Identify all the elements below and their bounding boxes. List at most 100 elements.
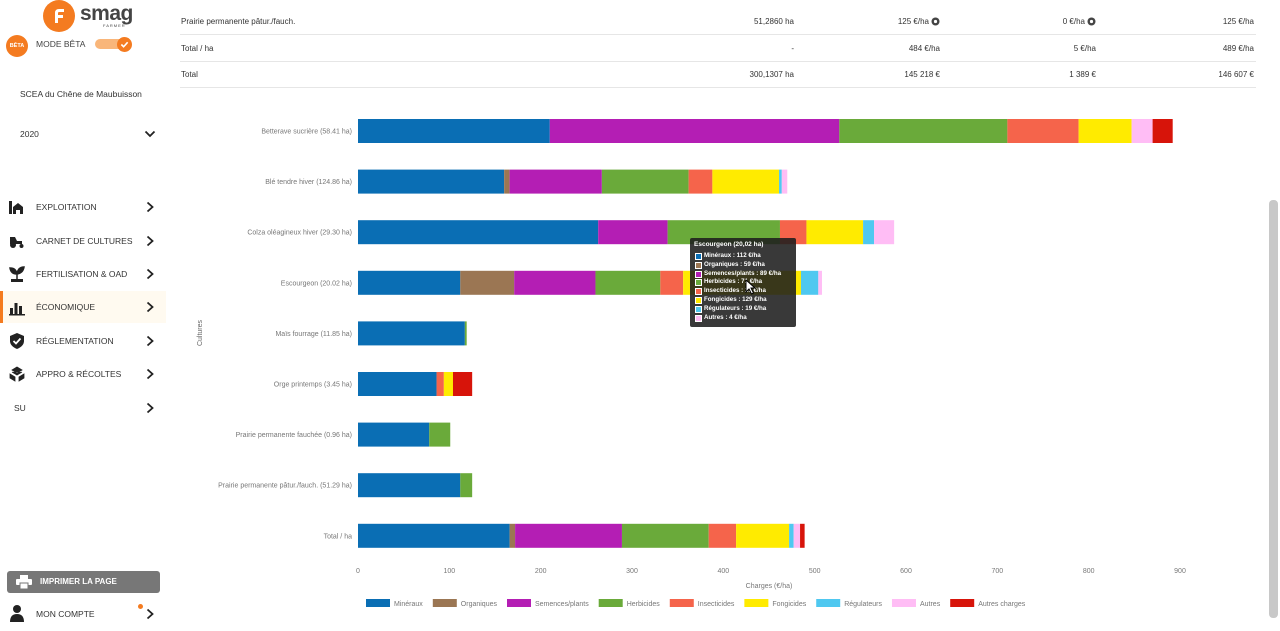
legend-label: Autres charges (978, 601, 1026, 608)
toggle-track (95, 39, 125, 49)
legend-swatch (950, 599, 975, 607)
sidebar-item-label: ÉCONOMIQUE (36, 302, 96, 312)
printer-icon (16, 575, 32, 589)
sidebar-item-exploitation[interactable]: EXPLOITATION (0, 191, 166, 223)
bar-segment (598, 220, 668, 245)
sidebar-item-economique[interactable]: ÉCONOMIQUE (0, 291, 166, 323)
bar-segment (464, 321, 467, 346)
chevron-right-icon (146, 402, 154, 414)
sidebar-item-label: RÉGLEMENTATION (36, 336, 114, 346)
legend-swatch (891, 599, 916, 607)
legend-swatch (507, 599, 531, 607)
smag-logo-icon (43, 0, 75, 32)
row-label: Prairie permanente pâtur./fauch. (181, 17, 296, 26)
bar-segment (806, 220, 864, 245)
tooltip-title: Escourgeon (20,02 ha) (694, 241, 764, 248)
summary-table: Prairie permanente pâtur./fauch. 51,2860… (180, 0, 1256, 90)
bar-segment (358, 270, 461, 295)
bar-segment (789, 523, 794, 548)
bar-segment (621, 523, 709, 548)
chevron-right-icon (146, 368, 154, 380)
bar-segment (515, 523, 622, 548)
bar-segment (660, 270, 684, 295)
sidebar-item-su[interactable]: SU (0, 392, 166, 424)
farm-icon (9, 201, 23, 214)
info-coin-icon[interactable] (931, 17, 940, 26)
legend-label: Herbicides (627, 601, 661, 608)
tooltip-text: Herbicides : 71 €/ha (704, 278, 763, 286)
print-page-button[interactable]: IMPRIMER LA PAGE (7, 571, 160, 593)
bar-segment (443, 372, 453, 396)
legend-label: Semences/plants (535, 601, 589, 608)
tooltip-swatch (695, 305, 702, 313)
bar-segment (595, 270, 661, 295)
mouse-cursor-icon (745, 279, 757, 295)
info-coin-icon[interactable] (1087, 17, 1096, 26)
tooltip-swatch (695, 261, 702, 269)
beta-mode-toggle[interactable] (95, 37, 133, 52)
chevron-right-icon (146, 235, 154, 247)
bar-segment (1007, 119, 1079, 143)
legend-swatch (366, 599, 390, 607)
brand-subtitle: FARMER (103, 23, 126, 28)
chevron-right-icon (146, 201, 154, 213)
x-tick-label: 900 (1174, 568, 1186, 575)
bar-segment (358, 422, 430, 447)
sidebar-item-carnet-de-cultures[interactable]: CARNET DE CULTURES (0, 225, 166, 257)
page-scrollbar[interactable] (1269, 200, 1278, 618)
bar-segment (358, 473, 461, 498)
category-label: Orge printemps (3.45 ha) (274, 382, 352, 389)
bar-segment (358, 321, 465, 346)
bar-segment (452, 372, 473, 396)
bar-segment (818, 270, 822, 295)
row-surface: - (791, 44, 794, 53)
company-name[interactable]: SCEA du Chêne de Maubuisson (20, 89, 142, 99)
row-total: 146 607 € (1218, 70, 1254, 79)
row-label: Total (181, 70, 198, 79)
category-label: Prairie permanente fauchée (0.96 ha) (236, 432, 352, 439)
table-row: Prairie permanente pâtur./fauch. 51,2860… (180, 8, 1256, 35)
tooltip-swatch (695, 270, 702, 278)
stacked-bar-chart: Cultures Betterave sucrière (58.41 ha) Blé… (197, 119, 1186, 608)
sidebar-item-label: APPRO & RÉCOLTES (36, 369, 122, 379)
sidebar-item-fertilisation[interactable]: FERTILISATION & OAD (0, 258, 166, 290)
bar-segment (429, 422, 451, 447)
bar-segment (708, 523, 737, 548)
table-row: Total / ha - 484 €/ha 5 €/ha 489 €/ha (180, 35, 1256, 62)
bar-segment (712, 169, 780, 194)
sidebar-item-reglementation[interactable]: RÉGLEMENTATION (0, 325, 166, 357)
boxes-icon (9, 366, 25, 382)
category-label: Colza oléagineux hiver (29.30 ha) (247, 230, 352, 237)
sidebar-item-label: SU (14, 403, 26, 413)
bar-segment (358, 523, 510, 548)
row-label: Total / ha (181, 44, 214, 53)
tooltip-swatch (695, 279, 702, 287)
row-total: 125 €/ha (1222, 17, 1254, 26)
year-value: 2020 (20, 129, 39, 139)
bar-segment (874, 220, 895, 245)
tooltip-text: Fongicides : 129 €/ha (704, 296, 767, 303)
tooltip-text: Insecticides : 25 €/ha (704, 287, 766, 295)
year-selector[interactable]: 2020 (20, 127, 158, 143)
bar-segment (509, 169, 602, 194)
notification-dot (138, 604, 143, 609)
sidebar-item-label: CARNET DE CULTURES (36, 236, 133, 246)
chart-tooltip: Escourgeon (20,02 ha) Minéraux : 112 €/h… (690, 238, 796, 327)
legend-label: Organiques (461, 601, 498, 608)
category-label: Total / ha (324, 533, 353, 540)
row-autres-value: 0 €/ha (1062, 17, 1085, 26)
smag-logo[interactable]: smag FARMER (43, 0, 133, 32)
legend-swatch (432, 599, 457, 607)
tooltip-swatch (695, 297, 702, 304)
x-tick-label: 100 (443, 568, 455, 575)
sidebar-item-appro-recoltes[interactable]: APPRO & RÉCOLTES (0, 358, 166, 390)
x-tick-label: 300 (626, 568, 638, 575)
sidebar-item-label: FERTILISATION & OAD (36, 269, 128, 279)
bar-segment (736, 523, 790, 548)
bar-segment (1078, 119, 1132, 143)
shield-check-icon (10, 333, 24, 349)
sidebar-item-label: EXPLOITATION (36, 202, 97, 212)
account-menu[interactable]: MON COMPTE (0, 601, 166, 627)
bar-segment (800, 523, 805, 548)
chevron-down-icon (144, 130, 156, 138)
